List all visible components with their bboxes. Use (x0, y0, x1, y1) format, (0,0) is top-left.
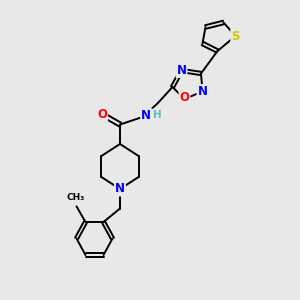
Text: O: O (97, 107, 107, 121)
Text: N: N (141, 109, 151, 122)
Text: N: N (176, 64, 187, 77)
Text: O: O (179, 91, 190, 104)
Text: S: S (231, 29, 240, 43)
Text: N: N (197, 85, 208, 98)
Text: CH₃: CH₃ (67, 193, 85, 202)
Text: N: N (115, 182, 125, 196)
Text: H: H (152, 110, 161, 120)
